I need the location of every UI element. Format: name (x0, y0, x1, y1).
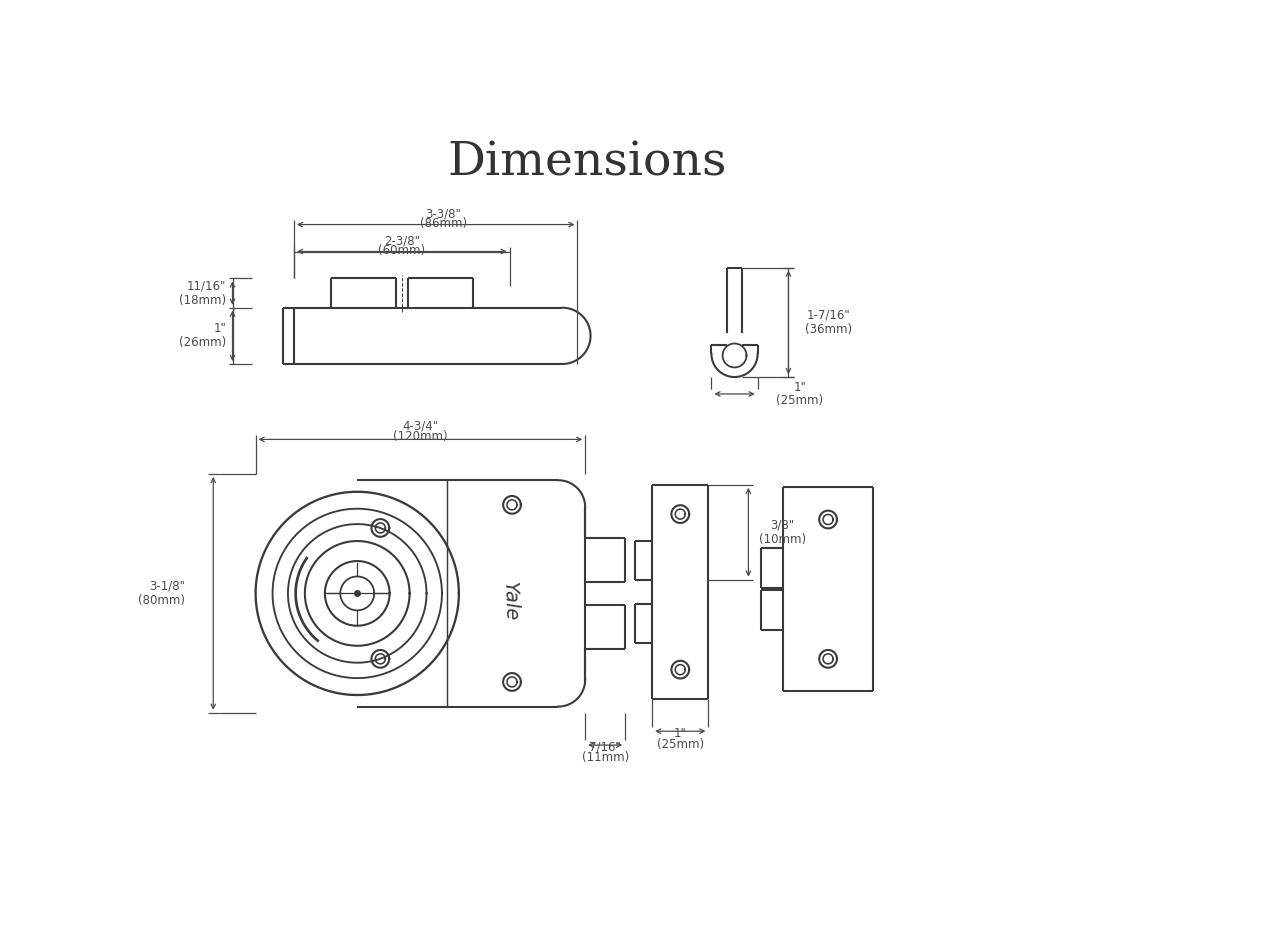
Text: 1": 1" (673, 727, 686, 740)
Text: Dimensions: Dimensions (447, 140, 726, 186)
Text: Yale: Yale (499, 581, 520, 621)
Text: 3-1/8": 3-1/8" (148, 580, 184, 593)
Text: (26mm): (26mm) (179, 336, 227, 349)
Text: 1": 1" (794, 380, 806, 393)
Text: 11/16": 11/16" (187, 279, 227, 293)
Text: (10mm): (10mm) (759, 533, 806, 546)
Text: (36mm): (36mm) (805, 323, 852, 336)
Text: (86mm): (86mm) (420, 217, 467, 231)
Text: (11mm): (11mm) (581, 751, 628, 764)
Text: (25mm): (25mm) (777, 394, 823, 407)
Text: (60mm): (60mm) (379, 245, 425, 257)
Text: 2-3/8": 2-3/8" (384, 234, 420, 247)
Text: (80mm): (80mm) (138, 594, 184, 607)
Text: 1-7/16": 1-7/16" (806, 309, 850, 322)
Text: (25mm): (25mm) (657, 738, 704, 751)
Text: 7/16": 7/16" (589, 741, 621, 753)
Text: (18mm): (18mm) (179, 294, 227, 307)
Text: (120mm): (120mm) (393, 430, 448, 443)
Text: 1": 1" (214, 323, 227, 335)
Text: 4-3/4": 4-3/4" (402, 419, 439, 432)
Text: 3-3/8": 3-3/8" (425, 207, 461, 220)
Text: 3/8": 3/8" (771, 518, 795, 532)
